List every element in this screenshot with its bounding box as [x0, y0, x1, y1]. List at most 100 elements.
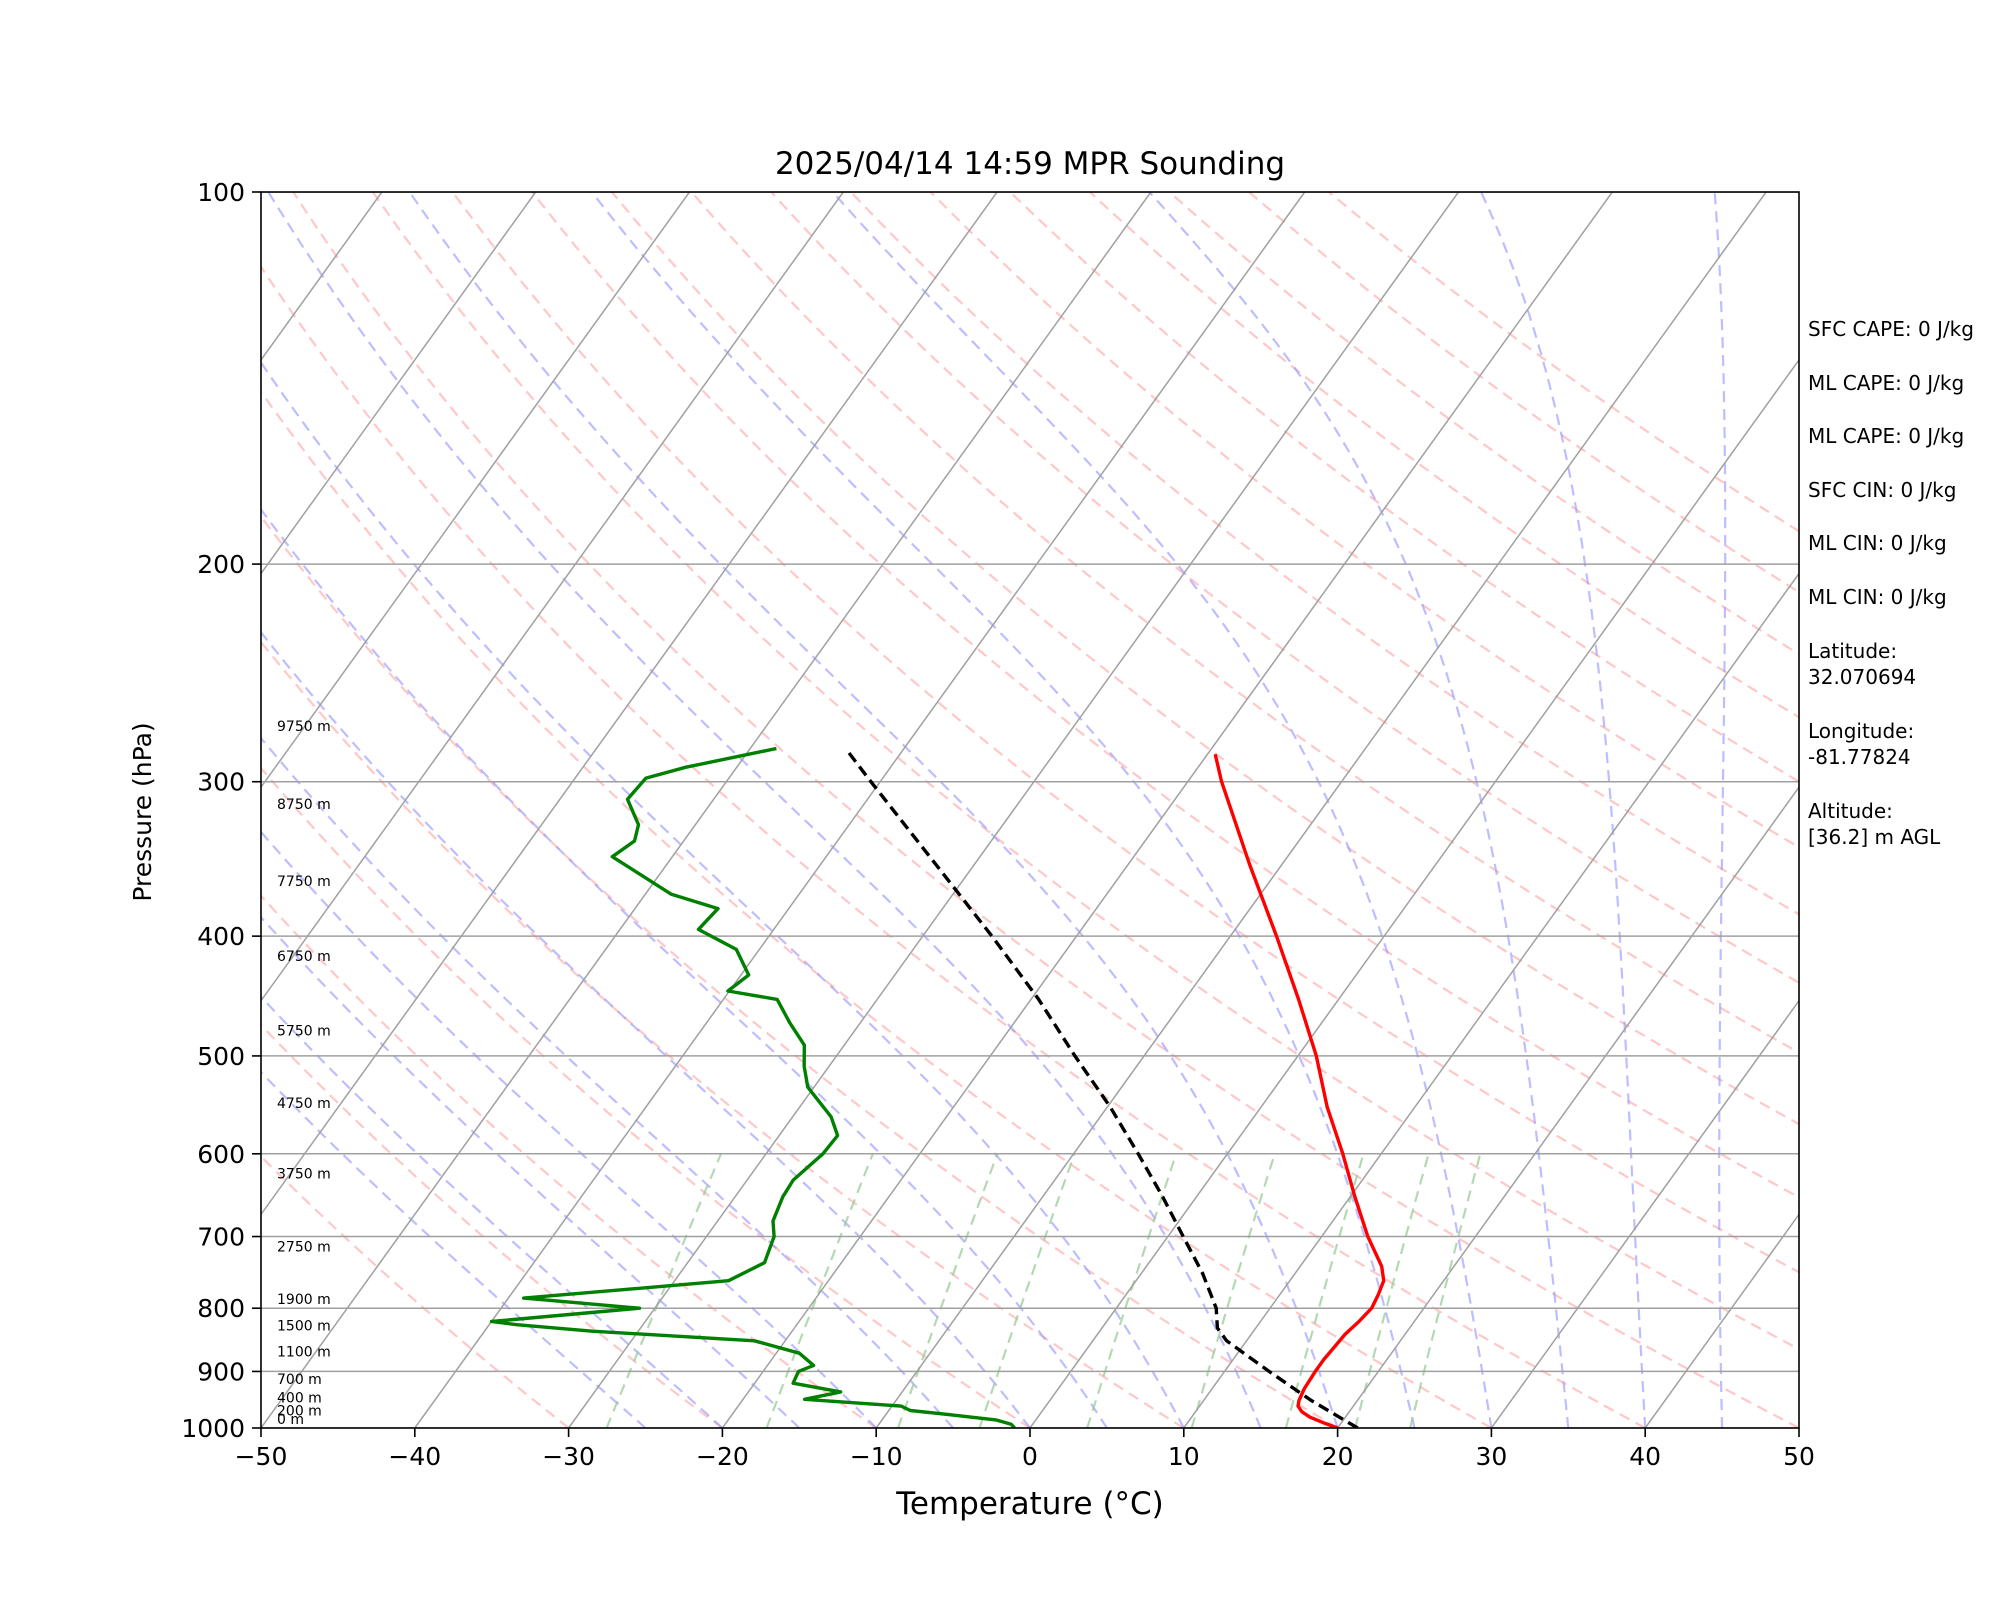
moist-adiabat — [408, 192, 1339, 1428]
parcel-line — [844, 747, 1359, 1428]
height-label: 2750 m — [277, 1239, 331, 1255]
isotherm — [567, 192, 1460, 1428]
mixing-ratio-line — [1354, 1153, 1430, 1428]
moist-adiabat — [831, 192, 1493, 1428]
height-label: 3750 m — [277, 1167, 331, 1183]
mixing-ratio-line — [1086, 1153, 1178, 1428]
dry-adiabat — [261, 514, 1339, 1428]
y-tick-label: 500 — [197, 1042, 245, 1071]
dry-adiabat — [610, 192, 1799, 1126]
mixing-ratio-line — [1190, 1153, 1276, 1428]
x-tick-label: −10 — [850, 1442, 903, 1471]
axis-ticks: −50 −40 −30 −20 −10 0 10 20 30 40 50 100 200 300 400 50… — [181, 178, 1815, 1471]
dry-adiabat — [261, 766, 1031, 1428]
isotherm — [0, 192, 74, 1428]
y-tick-label: 100 — [197, 178, 245, 207]
height-label: 7750 m — [277, 874, 331, 890]
background-lines — [0, 192, 1799, 1428]
moist-adiabat — [261, 915, 801, 1428]
x-tick-label: 20 — [1322, 1442, 1354, 1471]
y-tick-label: 800 — [197, 1294, 245, 1323]
x-tick-label: 50 — [1783, 1442, 1815, 1471]
height-label: 6750 m — [277, 949, 331, 965]
height-label: 200 m — [277, 1403, 322, 1419]
ml-cin-text-2: ML CIN: 0 J/kg — [1808, 585, 1947, 609]
y-tick-label: 700 — [197, 1223, 245, 1252]
moist-adiabat — [261, 1070, 647, 1428]
mixing-ratio-line — [896, 1153, 999, 1428]
moist-adiabat — [261, 830, 877, 1428]
isotherm — [261, 192, 844, 1003]
isotherm — [261, 192, 537, 575]
dry-adiabat — [451, 192, 1799, 1274]
longitude-value: -81.77824 — [1808, 745, 1911, 769]
dry-adiabat — [292, 192, 1799, 1428]
height-label: 5750 m — [277, 1024, 331, 1040]
sfc-cin-text: SFC CIN: 0 J/kg — [1808, 478, 1957, 502]
moist-adiabat — [261, 507, 1108, 1428]
profile-lines — [489, 746, 1386, 1428]
x-tick-label: 30 — [1475, 1442, 1507, 1471]
dry-adiabat — [850, 192, 1799, 916]
x-tick-label: −30 — [542, 1442, 595, 1471]
isotherm — [261, 192, 1152, 1428]
dry-adiabat — [261, 1155, 570, 1428]
height-label: 1100 m — [277, 1345, 331, 1361]
isotherm — [1644, 1213, 1799, 1428]
moist-adiabat — [1713, 192, 1727, 1428]
isotherm — [414, 192, 1306, 1428]
isotherm — [1029, 358, 1799, 1428]
height-label: 9750 m — [277, 719, 331, 735]
y-tick-label: 600 — [197, 1140, 245, 1169]
chart-title: 2025/04/14 14:59 MPR Sounding — [775, 146, 1285, 182]
height-label: 8750 m — [277, 797, 331, 813]
isotherm — [1183, 572, 1799, 1428]
sfc-cape-text: SFC CAPE: 0 J/kg — [1808, 317, 1974, 341]
longitude-label: Longitude: — [1808, 719, 1915, 743]
dry-adiabat — [371, 192, 1799, 1351]
dry-adiabat — [1248, 192, 1799, 594]
mixing-ratio-line — [605, 1153, 723, 1428]
dewpoint-line — [489, 746, 1016, 1428]
isotherm — [261, 192, 691, 789]
mixing-ratio-line — [1284, 1153, 1365, 1428]
y-tick-label: 300 — [197, 768, 245, 797]
y-tick-label: 1000 — [181, 1414, 245, 1443]
height-label: 1500 m — [277, 1318, 331, 1334]
dry-adiabat — [1328, 192, 1799, 533]
dry-adiabat — [261, 264, 1646, 1428]
latitude-value: 32.070694 — [1808, 665, 1917, 689]
dry-adiabat — [770, 192, 1799, 984]
height-label: 4750 m — [277, 1096, 331, 1112]
mixing-ratio-line — [1409, 1153, 1482, 1428]
x-tick-label: 10 — [1168, 1442, 1200, 1471]
isotherm — [261, 192, 998, 1216]
dry-adiabat — [531, 192, 1799, 1199]
x-tick-label: −40 — [388, 1442, 441, 1471]
moist-adiabat — [267, 192, 1262, 1428]
x-tick-label: −50 — [235, 1442, 288, 1471]
x-axis-title: Temperature (°C) — [895, 1486, 1164, 1522]
moist-adiabat — [261, 360, 1185, 1428]
moist-adiabat — [261, 630, 1031, 1428]
altitude-value: [36.2] m AGL — [1808, 825, 1941, 849]
ml-cape-text-2: ML CAPE: 0 J/kg — [1808, 424, 1965, 448]
ml-cape-text: ML CAPE: 0 J/kg — [1808, 371, 1965, 395]
height-label: 1900 m — [277, 1292, 331, 1308]
moist-adiabat — [261, 995, 724, 1428]
isotherm — [1336, 785, 1799, 1428]
isotherm — [875, 192, 1767, 1428]
y-axis-title: Pressure (hPa) — [128, 722, 157, 901]
height-label: 0 m — [277, 1412, 304, 1428]
dry-adiabat — [1009, 192, 1799, 783]
mixing-ratio-line — [765, 1153, 874, 1428]
isotherm — [1490, 999, 1799, 1428]
isotherm — [0, 192, 228, 1428]
dry-adiabat — [261, 389, 1492, 1428]
moist-adiabat — [1480, 192, 1647, 1428]
dry-adiabat — [929, 192, 1799, 849]
dry-adiabat — [261, 640, 1185, 1428]
y-tick-label: 400 — [197, 922, 245, 951]
